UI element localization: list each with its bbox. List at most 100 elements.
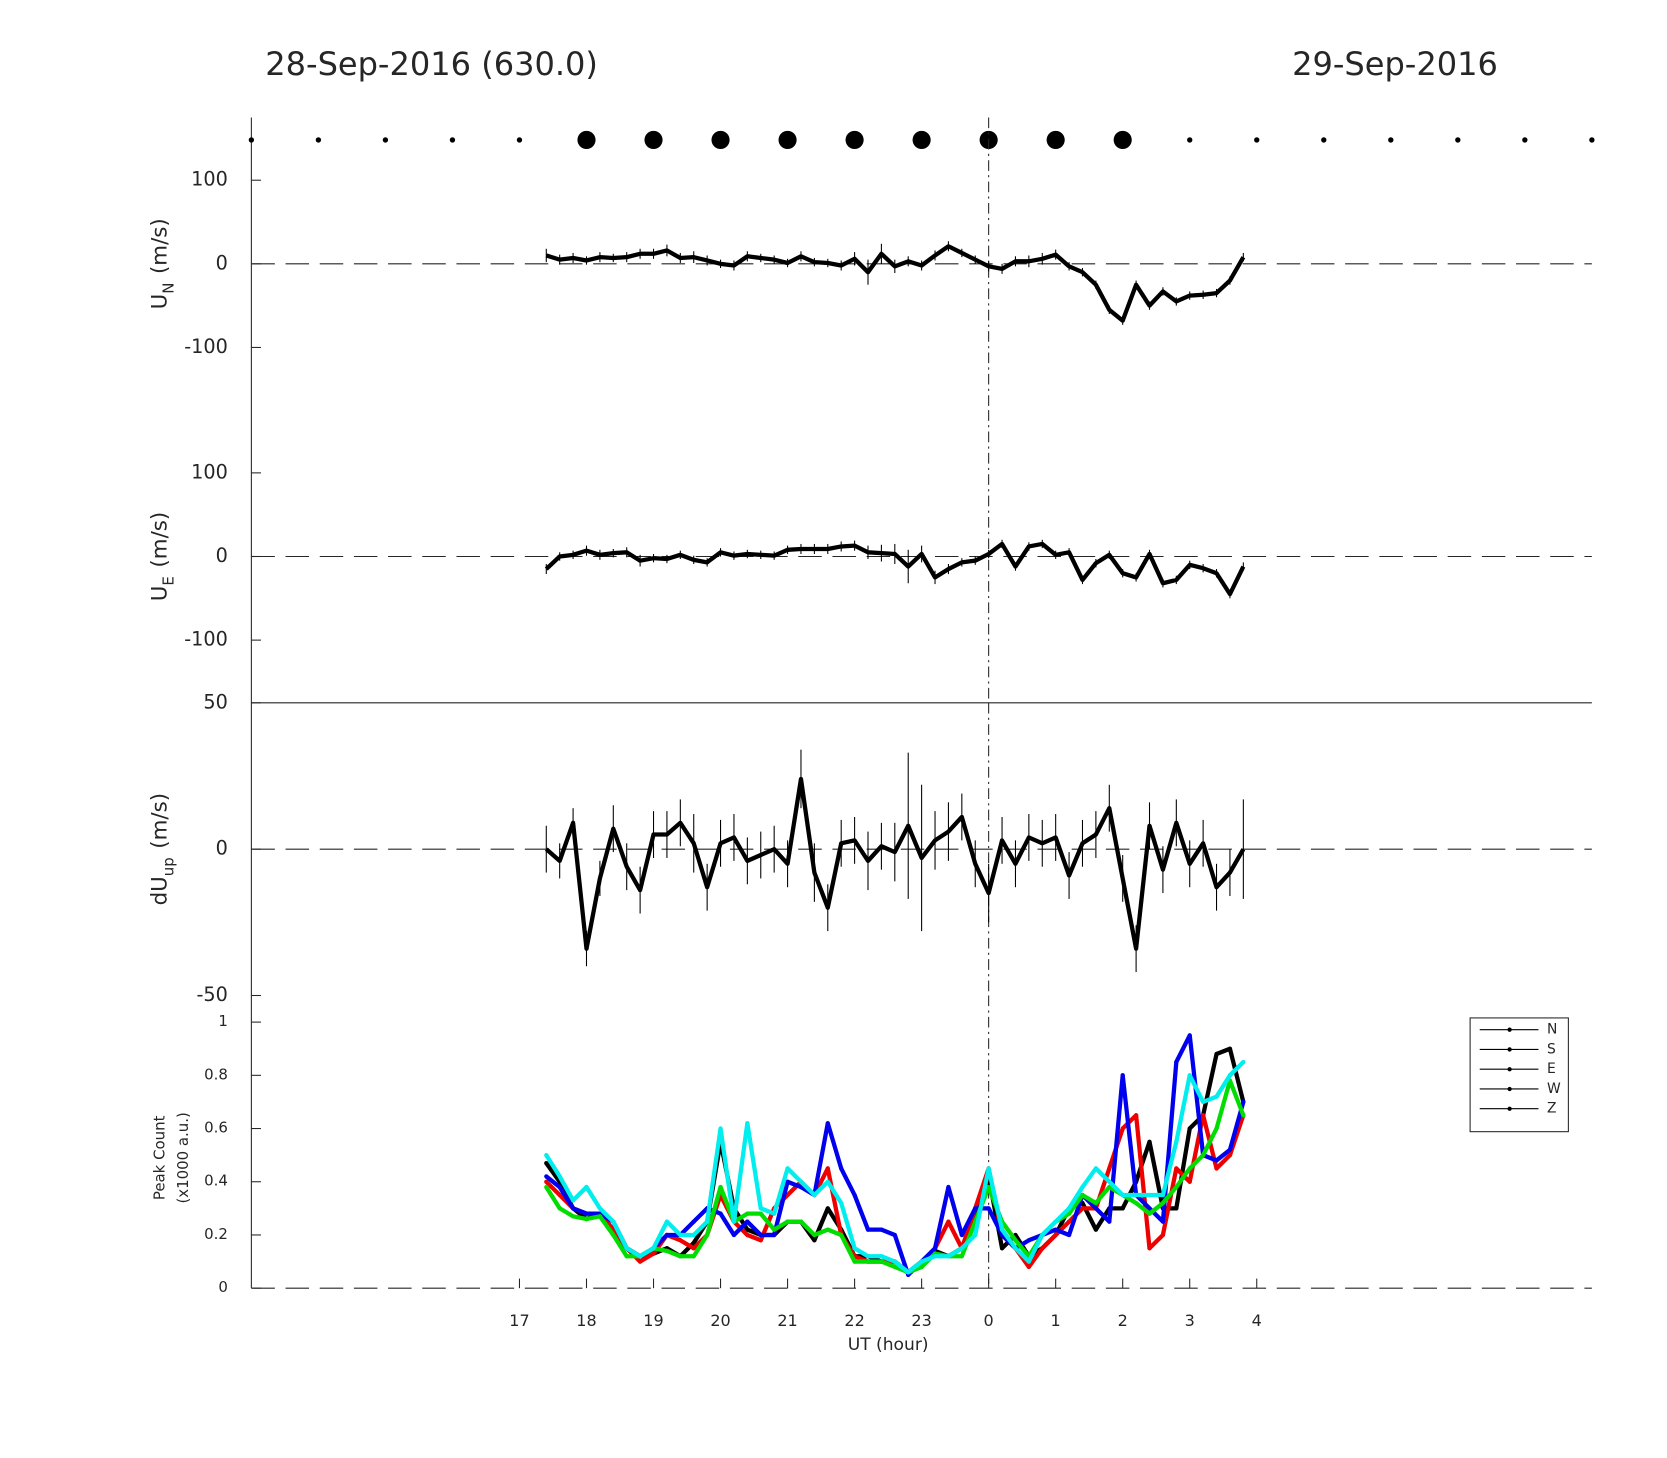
night-dot [449, 137, 456, 143]
data-point [1187, 1033, 1192, 1038]
data-point [731, 1232, 737, 1238]
data-point [664, 1232, 670, 1238]
data-point [544, 1152, 549, 1158]
data-point [624, 1254, 629, 1259]
legend-label: N [1547, 1022, 1557, 1038]
data-point [705, 1232, 710, 1238]
data-point [570, 1206, 576, 1211]
data-point [1013, 1238, 1018, 1243]
data-point [570, 1198, 576, 1203]
y-tick-label: 0.4 [204, 1172, 228, 1190]
legend-dot [1507, 1086, 1512, 1092]
data-point [812, 1192, 817, 1198]
data-point [1227, 1046, 1233, 1051]
data-point [879, 1227, 884, 1232]
x-tick-label: 21 [777, 1311, 797, 1330]
data-point [1147, 1246, 1152, 1251]
x-tick-label: 20 [710, 1311, 730, 1330]
data-point [557, 1174, 562, 1179]
data-point [1200, 1099, 1206, 1105]
legend-label: W [1547, 1081, 1561, 1097]
y-label-main: U [148, 294, 173, 310]
data-point [946, 1219, 951, 1224]
data-point [637, 1254, 643, 1259]
x-tick-label: 2 [1118, 1311, 1128, 1330]
data-point [798, 1179, 804, 1184]
data-point [1187, 1126, 1192, 1131]
y-label-unit: (m/s) [148, 512, 173, 568]
y-tick-label: 0.6 [204, 1119, 228, 1137]
night-dot [1187, 137, 1193, 143]
x-tick-label: 4 [1252, 1311, 1262, 1330]
legend-dot [1507, 1027, 1512, 1032]
y-label-main: dU [148, 876, 173, 905]
night-dot [845, 130, 864, 150]
data-point [852, 1192, 857, 1198]
data-point [785, 1179, 790, 1184]
y-label-unit: (m/s) [148, 793, 173, 849]
legend-label: E [1547, 1061, 1556, 1077]
data-point [758, 1238, 763, 1243]
x-tick-label: 18 [576, 1311, 596, 1330]
data-point [798, 1219, 804, 1224]
data-point [1026, 1238, 1031, 1243]
night-dot [1046, 130, 1065, 150]
y-tick-label: 100 [191, 460, 228, 483]
x-tick-label: 3 [1185, 1311, 1195, 1330]
data-point [1053, 1219, 1058, 1224]
data-point [973, 1206, 978, 1211]
data-point [825, 1166, 830, 1171]
data-point [1174, 1139, 1179, 1144]
y-tick-label: 0 [216, 837, 228, 860]
data-point [1107, 1219, 1112, 1224]
data-point [718, 1184, 723, 1190]
data-point [1066, 1232, 1072, 1238]
y-tick-label: 100 [191, 168, 228, 191]
y-label-sub: N [160, 283, 178, 294]
data-point [879, 1254, 884, 1259]
data-line [544, 541, 1246, 597]
data-line [545, 244, 1246, 323]
data-point [879, 1259, 884, 1264]
data-point [1227, 1073, 1233, 1078]
y-label-sub: E [160, 576, 178, 585]
data-point [852, 1246, 857, 1251]
data-point [772, 1232, 777, 1238]
data-point [852, 1259, 857, 1264]
date-right: 29-Sep-2016 [1292, 45, 1498, 83]
data-point [557, 1184, 562, 1190]
data-point [1160, 1232, 1166, 1238]
night-dot [382, 137, 389, 143]
data-point [1174, 1206, 1179, 1211]
data-point [919, 1264, 924, 1270]
data-point [825, 1121, 830, 1126]
data-point [1093, 1166, 1099, 1171]
data-point [959, 1246, 964, 1251]
y-tick-label: 1 [218, 1012, 228, 1030]
data-point [1227, 1147, 1233, 1152]
y-tick-label: -50 [196, 983, 227, 1006]
data-point [1133, 1113, 1139, 1118]
data-point [745, 1219, 750, 1224]
data-point [1107, 1179, 1112, 1184]
night-dot [711, 130, 730, 150]
data-point [1013, 1246, 1018, 1251]
data-point [1147, 1139, 1152, 1144]
data-point [758, 1232, 763, 1238]
data-point [1040, 1246, 1045, 1251]
data-point [1066, 1206, 1072, 1211]
data-point [999, 1227, 1005, 1232]
data-point [584, 1211, 589, 1216]
data-point [1026, 1264, 1031, 1270]
data-point [1187, 1073, 1192, 1078]
data-point [597, 1206, 603, 1211]
night-dot [912, 130, 931, 150]
data-point [1080, 1192, 1085, 1198]
data-line [544, 776, 1246, 951]
data-point [1187, 1166, 1192, 1171]
x-axis-label: UT (hour) [848, 1335, 929, 1355]
data-point [865, 1254, 871, 1259]
data-point [678, 1238, 683, 1243]
data-point [544, 1174, 549, 1179]
data-point [651, 1251, 656, 1256]
